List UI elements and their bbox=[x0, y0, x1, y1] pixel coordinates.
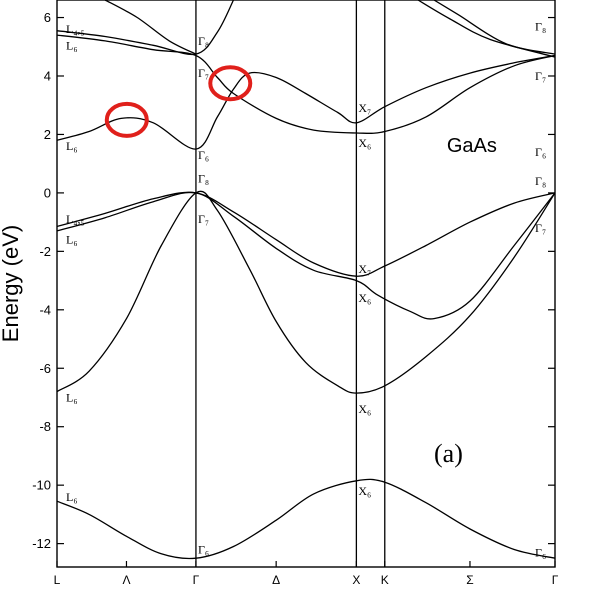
y-axis-label: Energy (eV) bbox=[0, 225, 23, 342]
symmetry-labels: L₄,₅ L₆ L₆ L₄,₅ L₆ L₆ L₆ Γ₈ Γ₇ Γ₆ Γ₈ Γ₇ Γ₆ X₇ X₆ X₇ X₆ X₆… bbox=[66, 19, 546, 559]
symmetry-point-label: Γ₆ bbox=[198, 542, 209, 556]
band-line bbox=[433, 0, 556, 55]
highlight-circle bbox=[104, 101, 149, 138]
band-lines bbox=[56, 0, 556, 560]
kpoint-label: Σ bbox=[466, 573, 473, 587]
band-line bbox=[56, 34, 556, 134]
kpoint-label: L bbox=[54, 573, 61, 587]
highlight-circle bbox=[208, 65, 253, 102]
symmetry-point-label: Γ₆ bbox=[535, 145, 546, 159]
symmetry-point-label: Γ₇ bbox=[535, 221, 546, 235]
y-tick-label: -10 bbox=[32, 478, 51, 493]
symmetry-point-label: L₆ bbox=[66, 233, 78, 247]
kpoint-label: Γ bbox=[193, 573, 200, 587]
kpoint-label: X bbox=[352, 573, 360, 587]
y-axis: 6 4 2 0 -2 -4 -6 -8 -10 -12 bbox=[32, 10, 555, 551]
symmetry-point-label: L₆ bbox=[66, 390, 78, 404]
band-line bbox=[56, 191, 556, 320]
symmetry-point-label: Γ₆ bbox=[198, 148, 209, 162]
band-line bbox=[104, 0, 197, 55]
y-tick-label: -6 bbox=[39, 361, 51, 376]
symmetry-point-label: Γ₇ bbox=[198, 66, 209, 80]
kpoint-label: K bbox=[381, 573, 389, 587]
y-tick-label: -8 bbox=[39, 419, 51, 434]
symmetry-point-label: X₆ bbox=[358, 291, 371, 305]
red-highlights bbox=[104, 65, 253, 138]
y-tick-label: 4 bbox=[44, 68, 51, 83]
symmetry-point-label: L₄,₅ bbox=[66, 22, 85, 36]
symmetry-point-label: L₄,₅ bbox=[66, 212, 85, 226]
y-tick-label: 6 bbox=[44, 10, 51, 25]
material-label: GaAs bbox=[447, 135, 497, 157]
symmetry-point-label: X₆ bbox=[358, 136, 371, 150]
symmetry-point-label: Γ₇ bbox=[535, 69, 546, 83]
band-line bbox=[56, 191, 556, 277]
y-tick-label: 0 bbox=[44, 185, 51, 200]
band-line bbox=[56, 190, 556, 394]
kpoint-label: Λ bbox=[122, 573, 130, 587]
y-tick-label: 2 bbox=[44, 127, 51, 142]
y-tick-label: -2 bbox=[39, 244, 51, 259]
symmetry-point-label: Γ₈ bbox=[535, 19, 546, 33]
kpoint-label: Γ bbox=[552, 573, 559, 587]
symmetry-point-label: X₆ bbox=[358, 402, 371, 416]
symmetry-point-label: L₆ bbox=[66, 139, 78, 153]
symmetry-point-label: X₇ bbox=[358, 262, 371, 276]
symmetry-point-label: L₆ bbox=[66, 490, 78, 504]
y-tick-label: -12 bbox=[32, 536, 51, 551]
symmetry-lines bbox=[195, 0, 386, 567]
symmetry-point-label: Γ₈ bbox=[198, 171, 209, 185]
kpoint-label: Δ bbox=[272, 573, 280, 587]
y-tick-label: -4 bbox=[39, 302, 51, 317]
symmetry-point-label: X₆ bbox=[358, 484, 371, 498]
symmetry-point-label: Γ₇ bbox=[198, 212, 209, 226]
symmetry-point-label: Γ₈ bbox=[535, 174, 546, 188]
symmetry-point-label: L₆ bbox=[66, 38, 78, 52]
band-line bbox=[56, 0, 235, 56]
plot-frame bbox=[56, 0, 556, 568]
symmetry-point-label: Γ₆ bbox=[535, 545, 546, 559]
panel-label: (a) bbox=[434, 439, 463, 468]
symmetry-point-label: Γ₈ bbox=[198, 34, 209, 48]
band-line bbox=[56, 54, 556, 150]
band-line bbox=[417, 0, 556, 58]
band-line bbox=[56, 478, 556, 560]
symmetry-point-label: X₇ bbox=[358, 101, 371, 115]
